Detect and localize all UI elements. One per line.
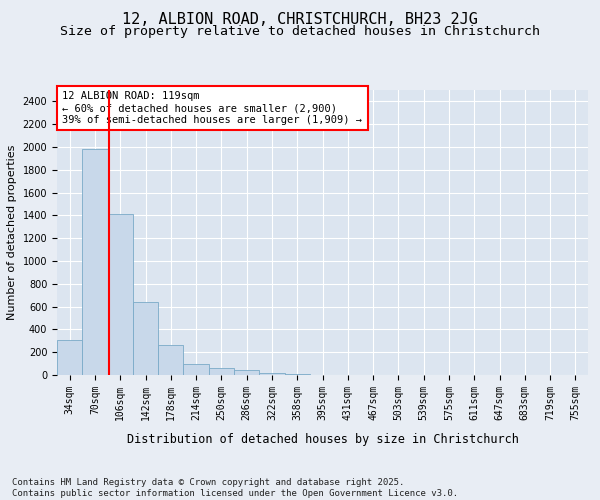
Text: Size of property relative to detached houses in Christchurch: Size of property relative to detached ho…: [60, 25, 540, 38]
Bar: [284, 374, 310, 375]
Text: Distribution of detached houses by size in Christchurch: Distribution of detached houses by size …: [127, 432, 519, 446]
Bar: [184, 364, 209, 375]
Text: 12, ALBION ROAD, CHRISTCHURCH, BH23 2JG: 12, ALBION ROAD, CHRISTCHURCH, BH23 2JG: [122, 12, 478, 28]
Bar: [133, 302, 158, 375]
Bar: [82, 150, 107, 375]
Bar: [209, 368, 234, 375]
Bar: [158, 346, 184, 375]
Y-axis label: Number of detached properties: Number of detached properties: [7, 145, 17, 320]
Bar: [234, 370, 259, 375]
Bar: [57, 340, 82, 375]
Text: 12 ALBION ROAD: 119sqm
← 60% of detached houses are smaller (2,900)
39% of semi-: 12 ALBION ROAD: 119sqm ← 60% of detached…: [62, 92, 362, 124]
Bar: [259, 372, 284, 375]
Bar: [107, 214, 133, 375]
Text: Contains HM Land Registry data © Crown copyright and database right 2025.
Contai: Contains HM Land Registry data © Crown c…: [12, 478, 458, 498]
